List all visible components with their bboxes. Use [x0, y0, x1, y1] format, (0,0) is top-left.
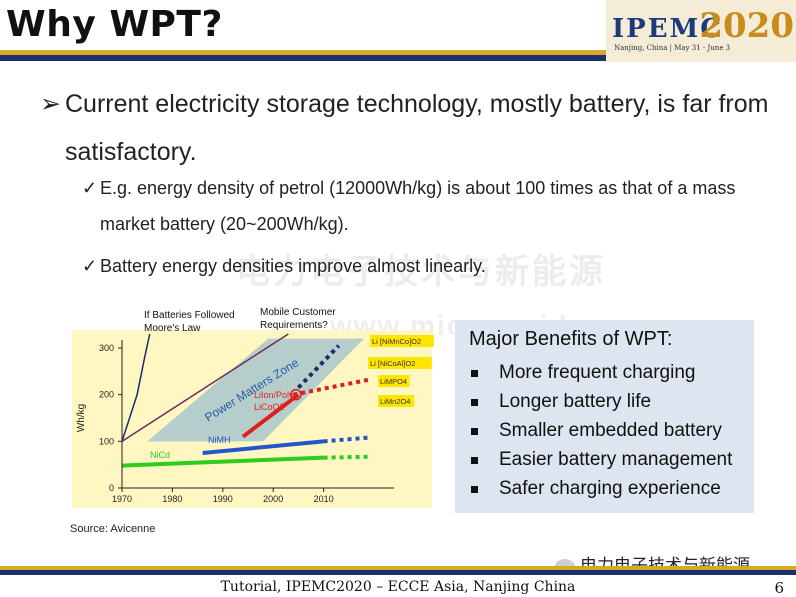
sub-bullet-2: ✓ Battery energy densities improve almos…	[82, 248, 772, 284]
annotation-li-nimnco: Li [NiMnCo]O2	[372, 337, 421, 346]
series-line-mobile	[121, 333, 289, 442]
benefits-box: Major Benefits of WPT: More frequent cha…	[455, 320, 754, 513]
benefit-text: Safer charging experience	[499, 478, 721, 499]
annotation-limn2o4: LiMn2O4	[380, 397, 410, 406]
y-tick-label: 0	[109, 483, 114, 493]
benefits-heading: Major Benefits of WPT:	[469, 328, 673, 350]
annotation-limpo4-bg	[378, 375, 410, 387]
slide-title: Why WPT?	[6, 4, 223, 45]
annotation-nimh: NiMH	[208, 435, 231, 445]
series-line-nicd	[121, 455, 324, 468]
annotation-nicd: NiCd	[150, 450, 170, 460]
y-tick-label: 200	[99, 390, 114, 400]
logo-text: IPEMC	[612, 14, 724, 44]
annotation-mobile-2: Requirements?	[260, 320, 328, 331]
list-item: More frequent charging	[469, 358, 732, 387]
footer-text: Tutorial, IPEMC2020 – ECCE Asia, Nanjing…	[220, 579, 576, 595]
square-bullet-icon	[471, 428, 478, 435]
annotation-moores-2: Moore's Law	[144, 323, 201, 334]
title-rule-gold	[0, 50, 606, 55]
list-item: Longer battery life	[469, 387, 732, 416]
chart-source: Source: Avicenne	[70, 523, 156, 535]
annotation-liion: LiIon/Poly	[254, 390, 294, 400]
logo-year: 2020	[699, 6, 794, 46]
footer-rule-navy	[0, 570, 796, 575]
benefit-text: Easier battery management	[499, 449, 733, 470]
annotation-li-nicoal: Li [NiCoAl]O2	[370, 359, 415, 368]
chart-svg: 1970 1980 1990 2000 2010 0 100 200 300 Wh/kg If B…	[72, 307, 434, 508]
check-icon: ✓	[82, 256, 98, 276]
x-tick-label: 1970	[112, 494, 132, 504]
conference-logo: IPEMC 2020 Nanjing, China | May 31 - Jun…	[606, 0, 796, 62]
list-item: Smaller embedded battery	[469, 416, 732, 445]
square-bullet-icon	[471, 370, 478, 377]
benefits-list: More frequent charging Longer battery li…	[469, 358, 732, 503]
annotation-li-nicoal-bg	[368, 357, 432, 369]
series-layer	[121, 333, 370, 468]
annotation-limn2o4-bg	[378, 395, 415, 407]
series-line-moores	[121, 333, 151, 442]
x-tick-label: 1980	[162, 494, 182, 504]
list-item: Easier battery management	[469, 445, 732, 474]
x-tick-label: 1990	[213, 494, 233, 504]
x-tick-label: 2010	[314, 494, 334, 504]
benefit-text: Longer battery life	[499, 391, 652, 412]
annotation-liion-2: LiCoO2	[254, 402, 285, 412]
highlight-marker	[290, 388, 302, 401]
x-tick-label: 2000	[263, 494, 283, 504]
annotation-moores: If Batteries Followed	[144, 310, 235, 321]
title-rule-navy	[0, 55, 606, 61]
battery-density-chart: 1970 1980 1990 2000 2010 0 100 200 300 Wh/kg If B…	[64, 300, 434, 510]
axes-layer: 1970 1980 1990 2000 2010 0 100 200 300 Wh/kg	[76, 340, 394, 504]
benefit-text: Smaller embedded battery	[499, 420, 722, 441]
y-tick-label: 100	[99, 436, 114, 446]
page-number: 6	[774, 579, 784, 597]
benefit-text: More frequent charging	[499, 362, 696, 383]
square-bullet-icon	[471, 399, 478, 406]
sub-bullet-1: ✓ E.g. energy density of petrol (12000Wh…	[82, 170, 772, 242]
sub-bullet-1-text: E.g. energy density of petrol (12000Wh/k…	[100, 178, 736, 234]
annotation-limpo4: LiMPO4	[380, 377, 407, 386]
series-line-nimh	[202, 439, 324, 455]
series-line-liion	[241, 393, 300, 439]
series-dashed-liion	[292, 377, 370, 397]
square-bullet-icon	[471, 457, 478, 464]
check-icon: ✓	[82, 178, 98, 198]
footer-rule-gold	[0, 566, 796, 570]
y-axis-label: Wh/kg	[76, 404, 87, 432]
annotation-li-nimnco-bg	[370, 335, 434, 347]
list-item: Safer charging experience	[469, 474, 732, 503]
power-matters-zone	[147, 338, 364, 442]
arrow-bullet-icon: ➢	[40, 90, 61, 118]
annotation-mobile: Mobile Customer	[260, 307, 336, 318]
main-bullet-text: Current electricity storage technology, …	[65, 90, 769, 166]
logo-subtitle: Nanjing, China | May 31 - June 3	[614, 44, 731, 52]
title-bar: Why WPT? IPEMC 2020 Nanjing, China | May…	[0, 0, 796, 62]
series-dashed-li_nimnco	[296, 344, 341, 390]
y-tick-label: 300	[99, 343, 114, 353]
watermark-chinese: 电力电子技术与新能源	[236, 253, 606, 291]
sub-bullet-2-text: Battery energy densities improve almost …	[100, 256, 486, 276]
main-bullet: ➢ Current electricity storage technology…	[40, 80, 770, 176]
square-bullet-icon	[471, 486, 478, 493]
